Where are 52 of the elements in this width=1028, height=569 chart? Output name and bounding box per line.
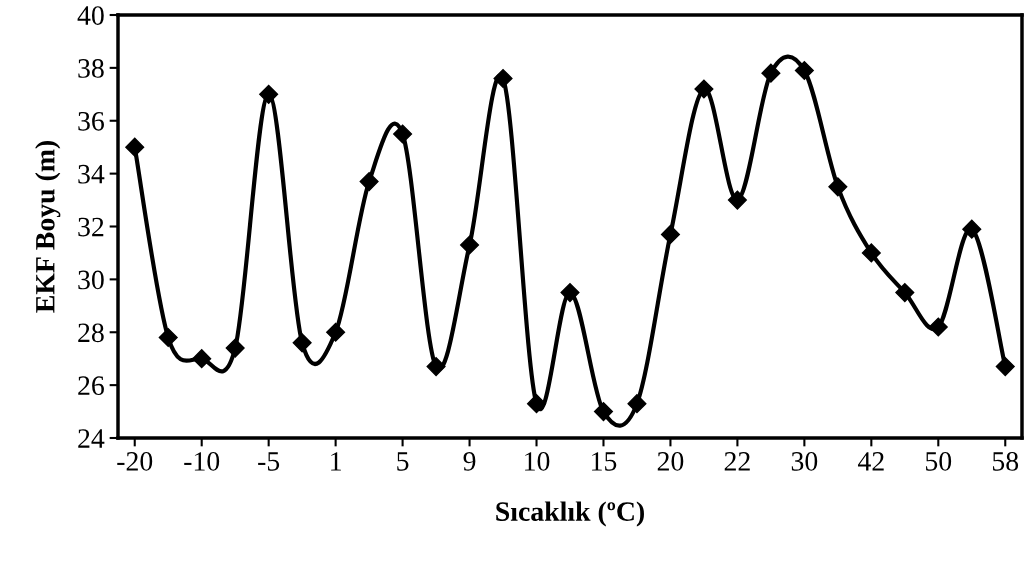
point — [593, 402, 614, 422]
x-tick-label: 9 — [463, 452, 476, 471]
point — [326, 322, 346, 342]
point — [292, 333, 312, 353]
point — [359, 172, 379, 192]
point — [627, 394, 647, 414]
x-tick-label: 50 — [926, 452, 952, 471]
y-tick-label: 24 — [78, 429, 105, 448]
point — [460, 235, 480, 255]
point — [794, 60, 814, 81]
point — [727, 190, 747, 210]
x-tick-label: 58 — [992, 452, 1019, 471]
point — [828, 177, 848, 197]
x-tick-label: 30 — [791, 452, 818, 471]
y-tick-label: 28 — [78, 323, 104, 343]
point — [225, 338, 245, 358]
point — [192, 349, 212, 369]
y-axis-title: EKF Boyu (m) — [35, 141, 61, 313]
y-tick-label: 34 — [78, 164, 105, 184]
x-axis-title: Sıcaklık (ºC) — [496, 501, 644, 527]
point — [393, 124, 413, 144]
point — [493, 68, 513, 88]
y-tick-label: 30 — [78, 270, 104, 290]
y-tick-label: 36 — [78, 111, 104, 131]
x-tick-label: 15 — [592, 452, 617, 471]
y-tick-label: 38 — [78, 59, 104, 78]
point — [995, 357, 1015, 377]
x-tick-label: -10 — [184, 452, 220, 471]
y-tick-label: 32 — [78, 217, 104, 237]
point — [895, 283, 915, 303]
x-tick-label: -5 — [258, 452, 280, 471]
x-tick-label: 5 — [397, 452, 409, 471]
y-tick-label: 40 — [77, 6, 104, 25]
point — [962, 219, 982, 239]
point — [928, 317, 948, 337]
point — [158, 328, 178, 348]
point — [761, 63, 781, 83]
point — [861, 243, 881, 263]
x-tick-label: 10 — [525, 452, 550, 471]
point — [660, 224, 680, 244]
x-tick-label: 42 — [857, 452, 884, 471]
x-tick-label: -20 — [117, 452, 153, 471]
point — [560, 283, 580, 303]
x-tick-label: 1 — [331, 452, 341, 471]
x-tick-label: 20 — [657, 452, 684, 471]
point — [426, 357, 446, 377]
point — [526, 394, 547, 414]
point — [694, 79, 714, 99]
x-tick-label: 22 — [724, 452, 750, 471]
point — [259, 84, 279, 104]
y-tick-label: 26 — [78, 376, 104, 396]
point — [125, 137, 145, 157]
